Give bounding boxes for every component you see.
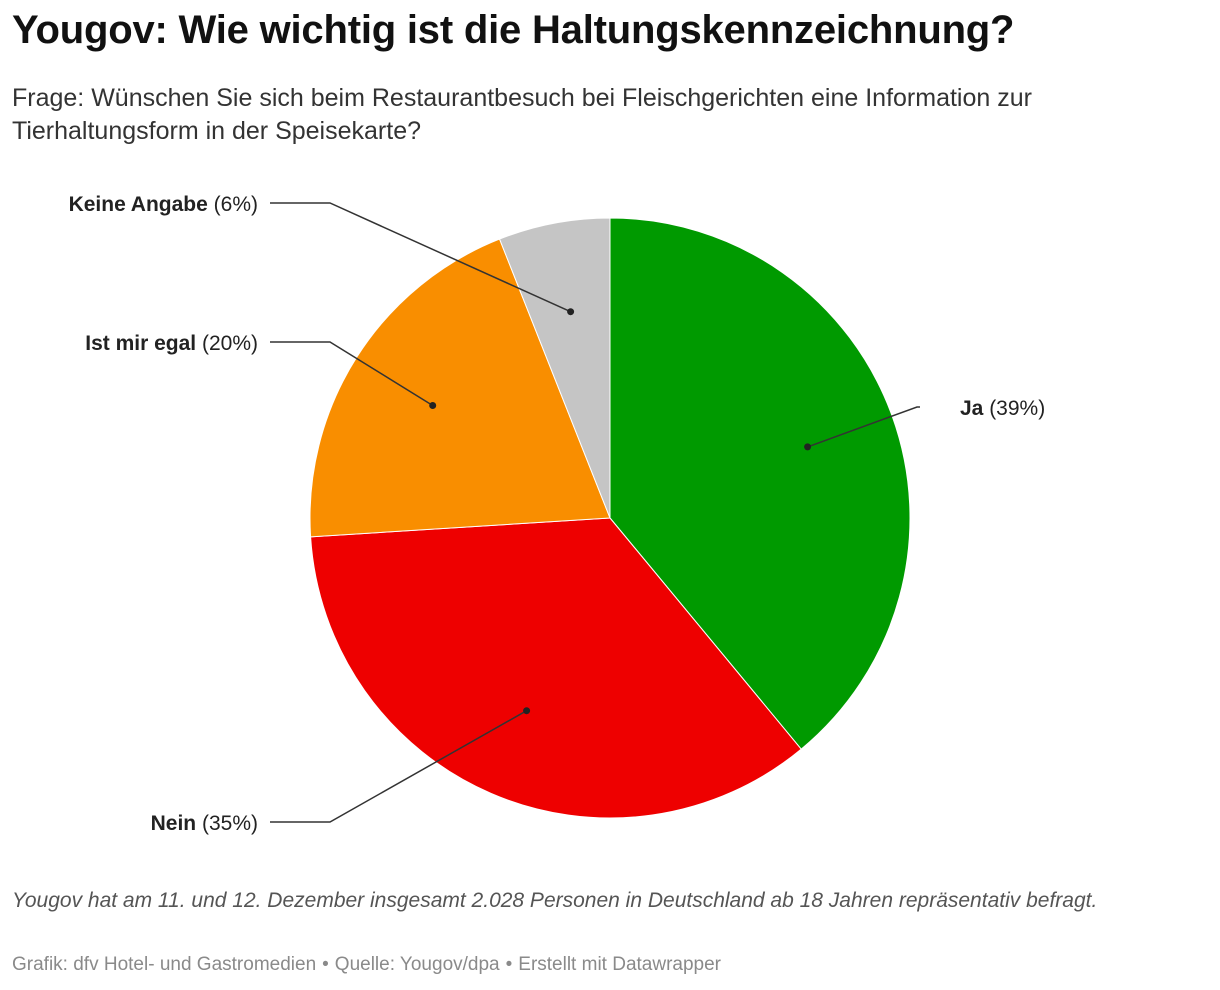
slice-label-nein: Nein (35%) — [151, 812, 258, 835]
slice-label-name: Ja — [960, 397, 984, 420]
slice-label-name: Ist mir egal — [85, 332, 196, 355]
chart-byline: Grafik: dfv Hotel- und Gastromedien • Quel… — [12, 954, 721, 976]
byline-separator: • — [505, 954, 513, 975]
slice-label-ja: Ja (39%) — [960, 397, 1045, 420]
slice-label-value: (39%) — [983, 397, 1045, 420]
pie-slice-ist-mir-egal — [309, 238, 611, 538]
leader-line-ist-mir-egal — [270, 341, 434, 407]
anchor-dot-ist-mir-egal — [429, 402, 437, 409]
chart-notes: Yougov hat am 11. und 12. Dezember insge… — [12, 889, 1098, 912]
anchor-dot-keine-angabe — [567, 308, 575, 316]
slice-label-value: (35%) — [196, 812, 258, 835]
byline-tool: Erstellt mit Datawrapper — [518, 954, 721, 975]
leader-line-ja — [807, 406, 920, 448]
leader-line-nein — [270, 710, 527, 823]
slice-label-ist-mir-egal: Ist mir egal (20%) — [85, 332, 258, 355]
byline-quelle: Quelle: Yougov/dpa — [334, 954, 500, 975]
chart-subtitle: Frage: Wünschen Sie sich beim Restaurant… — [12, 84, 1032, 145]
slice-label-name: Keine Angabe — [69, 193, 208, 216]
byline-grafik: Grafik: dfv Hotel- und Gastromedien — [12, 954, 317, 975]
slice-label-value: (20%) — [196, 332, 258, 355]
byline-separator: • — [322, 954, 329, 975]
chart-title: Yougov: Wie wichtig ist die Haltungskenn… — [12, 8, 1015, 52]
pie-slice-keine-angabe — [498, 217, 611, 519]
slice-label-value: (6%) — [208, 193, 258, 216]
leader-line-keine-angabe — [270, 202, 571, 313]
slice-label-keine-angabe: Keine Angabe (6%) — [69, 193, 258, 216]
slice-label-name: Nein — [151, 812, 197, 835]
pie-slice-nein — [310, 517, 802, 819]
anchor-dot-ja — [804, 443, 812, 451]
anchor-dot-nein — [523, 707, 531, 715]
